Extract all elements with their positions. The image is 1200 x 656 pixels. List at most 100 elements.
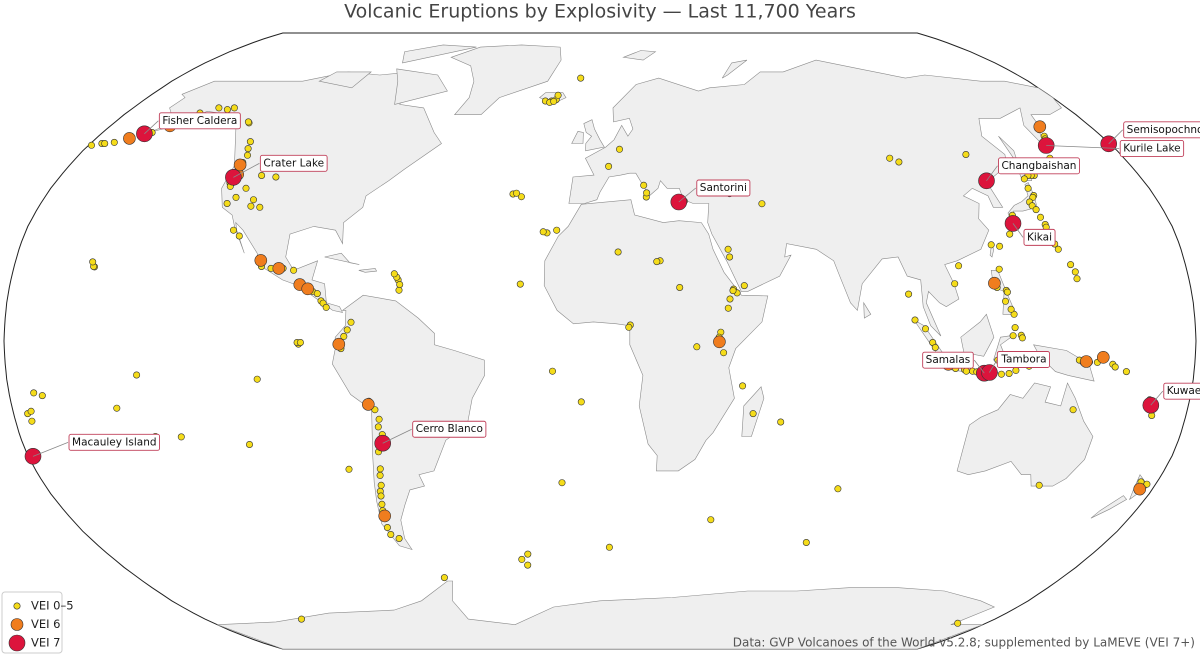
eruption-point xyxy=(995,265,1003,273)
eruption-point xyxy=(954,619,962,627)
leader-line xyxy=(32,441,69,457)
label-box xyxy=(1123,121,1200,139)
eruption-point xyxy=(246,138,254,146)
eruption-point xyxy=(395,534,403,542)
eruption-point xyxy=(740,282,748,290)
eruption-point xyxy=(27,407,35,415)
eruption-point xyxy=(605,543,613,551)
eruption-point xyxy=(297,615,305,623)
eruption-point xyxy=(378,500,386,508)
eruption-point xyxy=(1069,406,1077,414)
label-box xyxy=(1119,140,1185,157)
eruption-point xyxy=(296,338,304,346)
eruption-point xyxy=(1122,368,1130,376)
volcano-label: Crater Lake xyxy=(263,157,324,169)
eruption-point xyxy=(517,193,525,201)
eruption-point xyxy=(625,323,633,331)
eruption-point xyxy=(1018,334,1026,342)
eruption-point xyxy=(374,423,382,431)
eruption-point xyxy=(1024,184,1032,192)
eruption-point xyxy=(720,349,728,357)
eruption-point xyxy=(739,382,747,390)
eruption-point xyxy=(378,509,392,523)
volcano-label: Semisopochnoi xyxy=(1127,124,1200,136)
eruption-point xyxy=(1001,297,1009,305)
eruption-point xyxy=(1006,230,1014,238)
eruption-point xyxy=(38,392,46,400)
eruption-point xyxy=(962,151,970,159)
leader-line xyxy=(1046,145,1120,149)
label-box xyxy=(158,112,241,130)
eruption-point xyxy=(272,173,280,181)
eruption-point xyxy=(376,471,384,479)
eruption-point xyxy=(729,287,737,295)
eruption-point xyxy=(1111,363,1119,371)
land xyxy=(989,244,995,258)
volcano-label: Tambora xyxy=(1000,354,1046,366)
eruption-point xyxy=(921,325,929,333)
eruption-point xyxy=(834,485,842,493)
eruption-point xyxy=(1003,288,1011,296)
eruption-point xyxy=(28,417,36,425)
eruption-point xyxy=(258,172,266,180)
eruption-point xyxy=(1071,268,1079,276)
eruption-point xyxy=(343,326,351,334)
eruption-point xyxy=(110,138,118,146)
eruption-point xyxy=(1143,480,1151,488)
eruption-point xyxy=(133,371,141,379)
eruption-point xyxy=(987,241,995,249)
eruption-point xyxy=(223,106,231,114)
annotations: Fisher Caldera Crater Lake Semisopochnoi Ku… xyxy=(32,112,1200,457)
eruption-point xyxy=(550,97,558,105)
eruption-point xyxy=(253,375,261,383)
land xyxy=(402,44,477,64)
eruption-point xyxy=(246,440,254,448)
eruption-point xyxy=(1011,324,1019,332)
eruption-point xyxy=(1033,120,1047,133)
label-box xyxy=(412,420,487,438)
eruption-point xyxy=(395,286,403,294)
eruption-point xyxy=(554,91,562,99)
eruption-point xyxy=(242,184,250,192)
eruption-point xyxy=(290,266,298,274)
source-note: Data: GVP Volcanoes of the World v5.2.8;… xyxy=(733,636,1195,650)
eruption-point xyxy=(230,226,238,234)
legend-label: VEI 7 xyxy=(31,636,61,650)
eruption-point xyxy=(322,303,330,311)
eruption-point xyxy=(1054,245,1062,253)
land xyxy=(331,294,485,551)
eruption-point xyxy=(1032,206,1040,214)
leader-line xyxy=(986,165,998,182)
eruption-point xyxy=(548,367,556,375)
eruption-point xyxy=(726,253,734,261)
eruption-point xyxy=(886,154,894,162)
eruption-point xyxy=(643,189,651,197)
volcano-label: Samalas xyxy=(926,354,971,366)
eruption-point xyxy=(345,465,353,473)
eruption-point xyxy=(955,262,963,270)
leader-line xyxy=(973,359,985,374)
land xyxy=(721,59,748,79)
eruption-point xyxy=(235,232,243,240)
eruption-point xyxy=(1035,481,1043,489)
leader-line xyxy=(1012,223,1024,238)
land xyxy=(1090,495,1128,519)
legend-marker xyxy=(13,602,21,610)
leader-line xyxy=(1108,129,1123,145)
eruption-point xyxy=(516,280,524,288)
eruption-point xyxy=(1067,261,1075,269)
eruption-point xyxy=(614,248,622,256)
legend-label: VEI 0–5 xyxy=(31,599,74,613)
eruption-point xyxy=(340,332,348,340)
eruption-point xyxy=(244,118,252,126)
legend-marker xyxy=(10,618,24,631)
globe xyxy=(3,32,1197,650)
eruption-point xyxy=(962,367,970,375)
volcano-label: Macauley Island xyxy=(72,436,157,448)
eruption-point xyxy=(1037,213,1045,221)
eruption-point xyxy=(518,555,526,563)
eruption-point xyxy=(247,202,255,210)
eruption-point xyxy=(539,228,547,236)
label-box xyxy=(922,351,974,369)
